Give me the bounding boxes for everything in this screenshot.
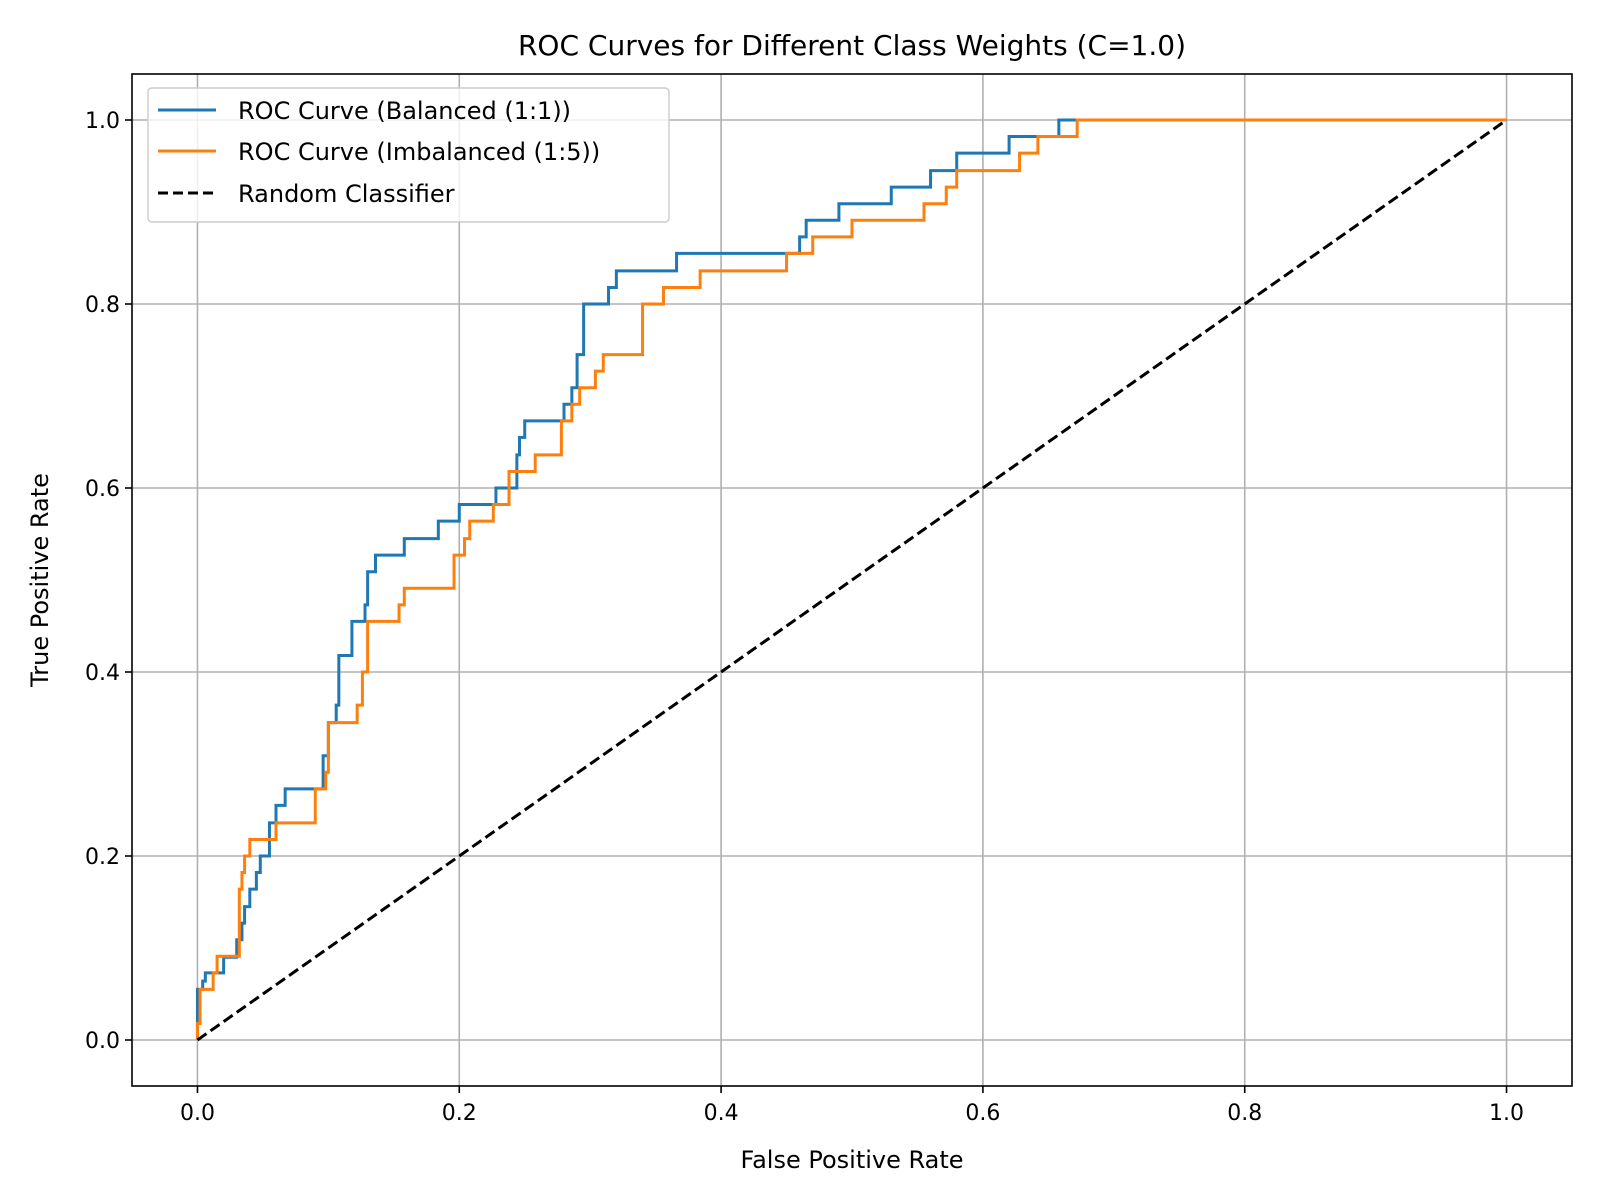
y-axis-label: True Positive Rate xyxy=(26,473,54,688)
series-lines xyxy=(195,118,1508,1042)
legend-box xyxy=(147,87,670,223)
roc-curve-balanced xyxy=(195,118,1507,1040)
y-tick-label: 0.6 xyxy=(85,477,120,502)
y-tick-label: 0.8 xyxy=(85,293,120,318)
x-axis-ticks: 0.0 0.2 0.4 0.6 0.8 1.0 xyxy=(180,1086,1524,1126)
x-tick-label: 0.0 xyxy=(180,1101,215,1126)
y-tick-label: 0.0 xyxy=(85,1029,120,1054)
y-tick-label: 0.4 xyxy=(85,661,120,686)
legend-label-random: Random Classifier xyxy=(238,180,455,208)
x-axis-label: False Positive Rate xyxy=(740,1146,963,1174)
chart-title: ROC Curves for Different Class Weights (… xyxy=(518,29,1186,62)
legend: ROC Curve (Balanced (1:1)) ROC Curve (Im… xyxy=(147,87,670,223)
x-tick-label: 0.2 xyxy=(442,1101,477,1126)
y-axis-ticks: 0.0 0.2 0.4 0.6 0.8 1.0 xyxy=(85,109,132,1054)
x-tick-label: 0.4 xyxy=(704,1101,739,1126)
random-classifier-line xyxy=(196,118,1508,1042)
x-tick-label: 1.0 xyxy=(1489,1101,1524,1126)
legend-label-balanced: ROC Curve (Balanced (1:1)) xyxy=(238,97,571,125)
x-tick-label: 0.6 xyxy=(965,1101,1000,1126)
x-tick-label: 0.8 xyxy=(1227,1101,1262,1126)
legend-label-imbalanced: ROC Curve (Imbalanced (1:5)) xyxy=(238,138,600,166)
y-tick-label: 1.0 xyxy=(85,109,120,134)
plot-frame xyxy=(131,73,1573,1087)
grid xyxy=(132,74,1572,1086)
y-tick-label: 0.2 xyxy=(85,845,120,870)
roc-curve-imbalanced xyxy=(195,118,1507,1040)
